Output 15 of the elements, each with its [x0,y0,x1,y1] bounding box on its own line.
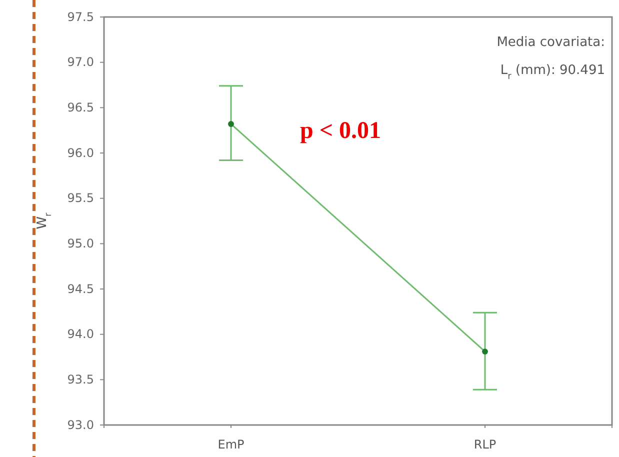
y-tick-label: 97.5 [67,10,94,24]
y-tick-label: 96.5 [67,100,94,115]
y-tick-label: 96.0 [67,146,94,160]
y-tick-label: 95.0 [67,236,94,251]
annotation: p < 0.01 [300,118,382,144]
x-tick-label: EmP [218,438,244,452]
annotation: Media covariata: [496,35,605,50]
y-tick-label: 93.0 [67,418,94,432]
y-tick-label: 95.5 [67,191,94,206]
y-tick-label: 93.5 [67,372,94,387]
y-tick-label: 97.0 [67,55,94,70]
annotation: L$_{r}$ (mm): 90.491 [500,63,605,82]
y-tick-label: 94.5 [67,282,94,296]
x-tick-label: RLP [474,438,496,452]
y-tick-label: 94.0 [67,327,94,342]
